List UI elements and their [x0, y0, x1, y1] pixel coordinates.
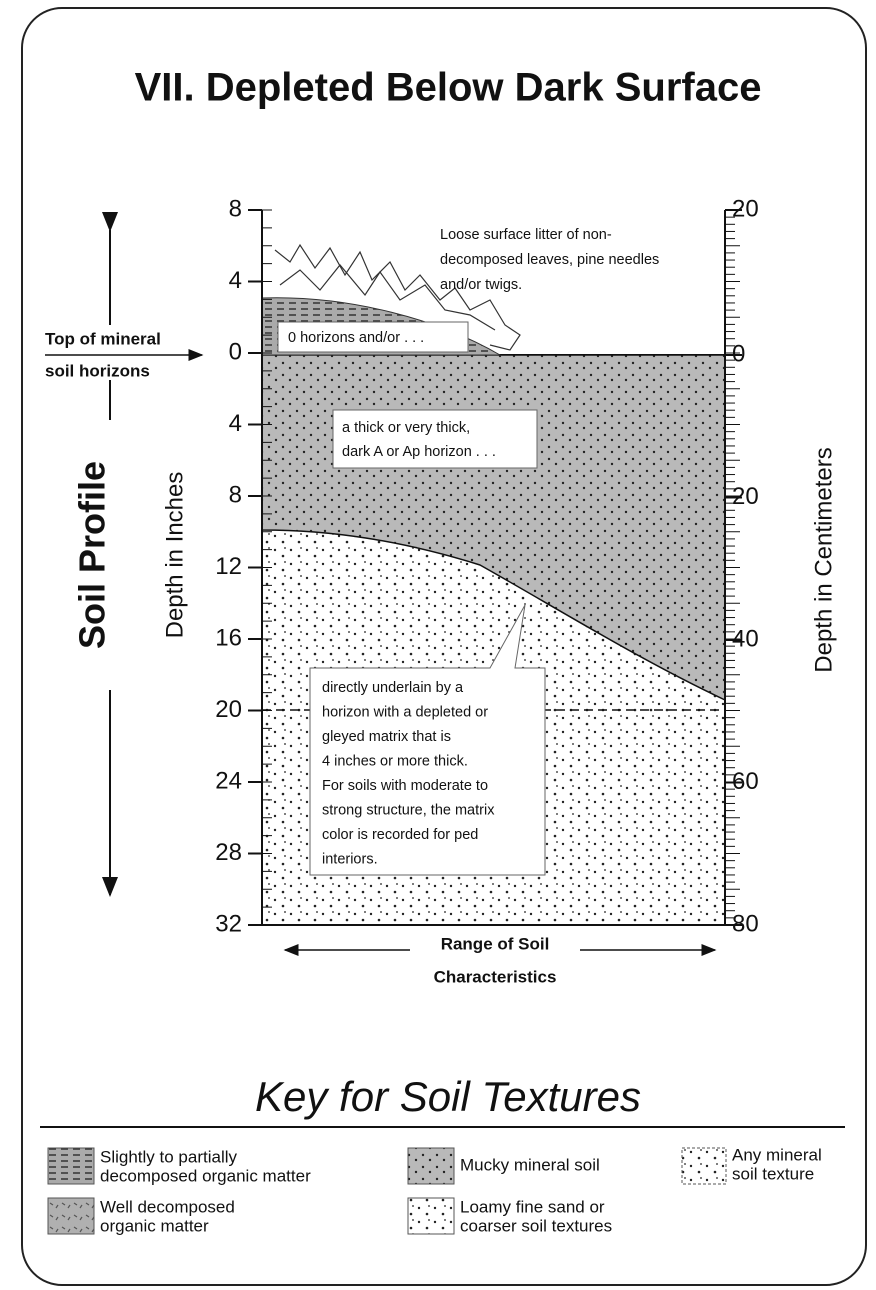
tick-label: 4 [229, 410, 242, 437]
annotation: For soils with moderate to [322, 778, 488, 794]
left-axis-label: Depth in Inches [161, 472, 188, 639]
key-label: Slightly to partially [100, 1147, 238, 1166]
annotation: directly underlain by a [322, 680, 464, 696]
key-label: organic matter [100, 1216, 209, 1235]
tick-label: 60 [732, 768, 759, 795]
key-label: decomposed organic matter [100, 1166, 311, 1185]
litter [279, 264, 496, 331]
tick-label: 4 [229, 267, 242, 294]
side-label: Soil Profile [72, 461, 113, 649]
key-swatch [47, 1147, 95, 1185]
key-label: soil texture [732, 1164, 814, 1183]
annotation: gleyed matrix that is [322, 729, 451, 745]
callout [277, 321, 469, 353]
key-swatch [681, 1147, 727, 1185]
tick-label: 16 [215, 624, 242, 651]
key-swatch [407, 1197, 455, 1235]
key-swatch [407, 1147, 455, 1185]
tick-label: 8 [229, 195, 242, 222]
tick-label: 8 [229, 481, 242, 508]
callout [309, 604, 546, 876]
right-axis-label: Depth in Centimeters [810, 447, 837, 672]
range-label: Range of Soil [441, 934, 550, 953]
tick-label: 20 [215, 696, 242, 723]
tick-label: 28 [215, 839, 242, 866]
annotation: dark A or Ap horizon . . . [342, 444, 496, 460]
marker-label: Top of mineral [45, 329, 161, 348]
tick-label: 0 [229, 338, 242, 365]
key-label: coarser soil textures [460, 1216, 612, 1235]
tick-label: 0 [732, 340, 745, 367]
callout [332, 409, 538, 469]
tick-label: 20 [732, 195, 759, 222]
annotation: color is recorded for ped [322, 827, 478, 843]
annotation: 4 inches or more thick. [322, 753, 468, 769]
tick-label: 80 [732, 910, 759, 937]
tick-label: 24 [215, 767, 242, 794]
annotation: 0 horizons and/or . . . [288, 330, 424, 346]
marker-label: soil horizons [45, 361, 150, 380]
annotation: interiors. [322, 851, 378, 867]
litter [274, 243, 521, 351]
annotation: horizon with a depleted or [322, 704, 488, 720]
key-label: Any mineral [732, 1145, 822, 1164]
key-title: Key for Soil Textures [255, 1073, 641, 1120]
key-label: Mucky mineral soil [460, 1155, 600, 1174]
tick-label: 12 [215, 553, 242, 580]
tick-label: 32 [215, 910, 242, 937]
annotation: Loose surface litter of non- [440, 227, 612, 243]
annotation: a thick or very thick, [342, 420, 470, 436]
annotation: strong structure, the matrix [322, 802, 495, 818]
title: VII. Depleted Below Dark Surface [135, 66, 762, 110]
key-label: Well decomposed [100, 1197, 235, 1216]
key-label: Loamy fine sand or [460, 1197, 605, 1216]
annotation: and/or twigs. [440, 277, 522, 293]
annotation: decomposed leaves, pine needles [440, 252, 659, 268]
range-label: Characteristics [434, 967, 557, 986]
key-swatch [47, 1197, 95, 1235]
